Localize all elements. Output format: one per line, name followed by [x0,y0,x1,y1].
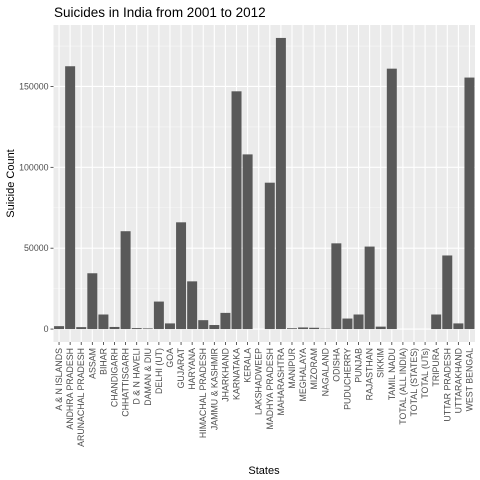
y-tick-label: 150000 [19,81,48,91]
x-tick-label: TAMIL NADU [387,348,397,400]
bar [431,314,442,330]
x-tick-label: PUDUCHERRY [342,348,352,410]
x-tick-label: MEGHALAYA [298,348,308,402]
chart-title: Suicides in India from 2001 to 2012 [54,5,266,20]
x-tick-label: A & N ISLANDS [54,348,64,411]
x-tick-label: UTTAR PRADESH [442,348,452,422]
bar [309,327,320,330]
x-tick-label: TOTAL (STATES) [409,348,419,416]
bar [120,231,131,330]
bar [342,318,353,330]
bar [220,312,231,330]
x-tick-label: KERALA [243,348,253,383]
x-tick-label: MANIPUR [287,348,297,389]
x-tick-label: GOA [165,348,175,368]
bar [164,323,175,330]
x-tick-label: TRIPURA [431,348,441,387]
x-tick-label: KARNATAKA [232,348,242,400]
x-tick-label: RAJASTHAN [365,348,375,400]
x-tick-label: CHHATTISGARH [121,348,131,417]
y-tick-label: 0 [44,324,49,334]
bar [187,281,198,330]
bar [275,37,286,330]
bar [453,323,464,330]
x-tick-label: GUJARAT [176,347,186,388]
bar [153,301,164,330]
x-tick-label: HARYANA [187,348,197,390]
bar [65,66,76,330]
y-axis: 0 50000 100000 150000 [19,81,54,334]
x-tick-label: ARUNACHAL PRADESH [76,348,86,447]
x-tick-label: MADHYA PRADESH [265,348,275,429]
bar [54,326,65,330]
bar [76,327,87,330]
bar [442,255,453,330]
x-tick-label: ANDHRA PRADESH [65,348,75,430]
x-tick-label: ASSAM [87,348,97,379]
bar [353,314,364,330]
x-tick-label: CHANDIGARH [110,348,120,407]
bar [176,222,187,330]
x-axis-title: States [248,465,280,477]
x-tick-label: TOTAL (UTs) [420,348,430,399]
bar [364,246,375,330]
bar [198,320,209,330]
x-tick-label: JAMMU & KASHMIR [209,348,219,430]
x-tick-label: JHARKHAND [220,348,230,402]
x-tick-label: NAGALAND [320,348,330,396]
bar [209,325,220,330]
bar [464,77,475,330]
bar [131,328,142,330]
y-axis-title: Suicide Count [5,149,17,218]
x-tick-label: UTTARAKHAND [453,348,463,413]
bars [54,37,475,330]
x-tick-label: MIZORAM [309,348,319,390]
x-tick-label: LAKSHADWEEP [254,348,264,415]
bar [242,154,253,330]
x-tick-label: DELHI (UT) [154,348,164,394]
x-tick-label: MAHARASHTRA [276,348,286,416]
y-tick-label: 100000 [19,162,48,172]
y-tick-label: 50000 [24,243,49,253]
x-tick-label: ODISHA [331,348,341,382]
bar [386,68,397,330]
x-tick-label: PUNJAB [354,348,364,383]
x-axis: A & N ISLANDS ANDHRA PRADESH ARUNACHAL PRA… [54,342,474,447]
plot-panel [53,25,475,342]
bar [98,314,109,330]
bar [87,273,98,330]
bar [231,91,242,330]
bar [286,328,297,330]
x-tick-label: HIMACHAL PRADESH [198,348,208,438]
x-tick-label: TOTAL (ALL INDIA) [398,348,408,425]
bar [375,326,386,330]
x-tick-label: D & N HAVELI [132,348,142,405]
x-tick-label: DAMAN & DIU [143,348,153,406]
bar [142,328,153,330]
bar [331,243,342,330]
bar [298,327,309,330]
x-tick-label: SIKKIM [376,348,386,378]
bar [264,182,275,330]
x-tick-label: BIHAR [98,348,108,375]
bar [109,326,120,330]
x-tick-label: WEST BENGAL [464,348,474,411]
